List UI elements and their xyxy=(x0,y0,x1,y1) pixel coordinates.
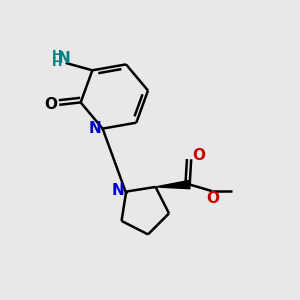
Text: O: O xyxy=(192,148,205,163)
Text: N: N xyxy=(58,51,70,66)
Text: O: O xyxy=(206,191,219,206)
Polygon shape xyxy=(155,180,190,189)
Text: H: H xyxy=(52,49,62,62)
Text: H: H xyxy=(52,56,62,69)
Text: N: N xyxy=(112,184,125,199)
Text: O: O xyxy=(44,97,57,112)
Text: N: N xyxy=(88,121,101,136)
